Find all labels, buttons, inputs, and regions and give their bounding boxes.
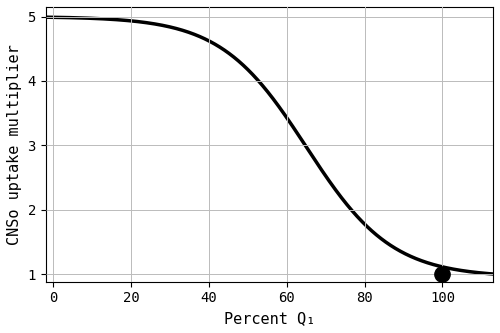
Y-axis label: CNSo uptake multiplier: CNSo uptake multiplier — [7, 44, 22, 245]
X-axis label: Percent Q₁: Percent Q₁ — [224, 311, 315, 326]
